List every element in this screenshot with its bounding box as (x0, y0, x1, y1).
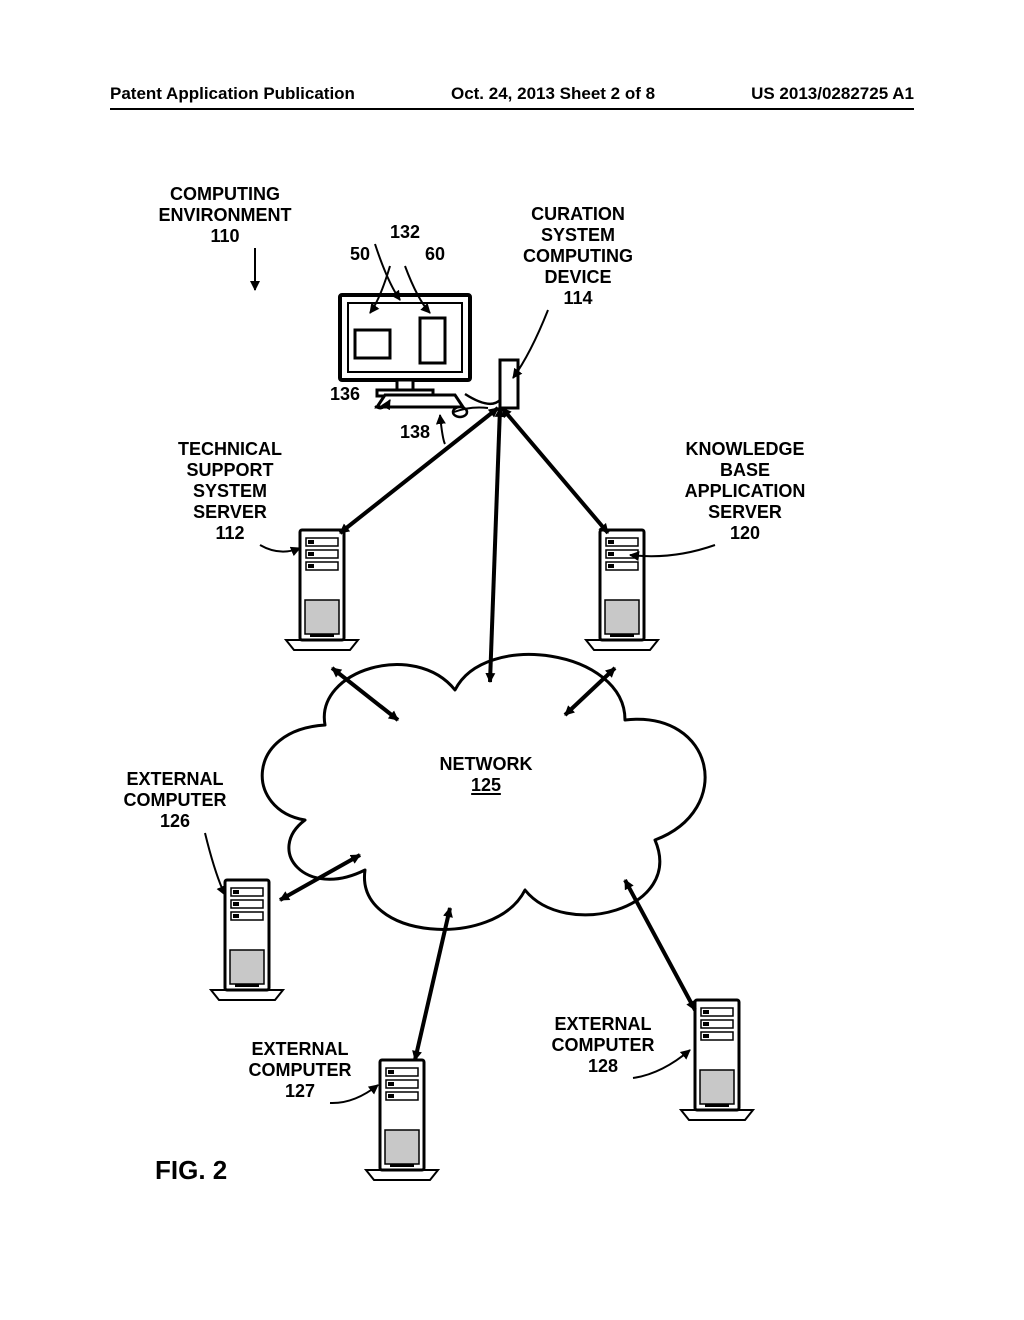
label-ref_138: 138 (400, 415, 445, 444)
label-computing_env: COMPUTINGENVIRONMENT110 (158, 184, 291, 290)
svg-text:SYSTEM: SYSTEM (193, 481, 267, 501)
server-s127 (366, 1060, 438, 1180)
svg-text:SYSTEM: SYSTEM (541, 225, 615, 245)
label-curation_device: CURATIONSYSTEMCOMPUTINGDEVICE114 (513, 204, 633, 378)
svg-text:EXTERNAL: EXTERNAL (554, 1014, 651, 1034)
svg-text:114: 114 (563, 288, 592, 308)
svg-text:SUPPORT: SUPPORT (186, 460, 273, 480)
label-knowledge: KNOWLEDGEBASEAPPLICATIONSERVER120 (630, 439, 805, 556)
svg-text:DEVICE: DEVICE (544, 267, 611, 287)
connection-6 (415, 908, 450, 1060)
svg-text:112: 112 (215, 523, 244, 543)
connection-1 (502, 408, 608, 533)
figure-label: FIG. 2 (155, 1155, 227, 1186)
page: Patent Application Publication Oct. 24, … (0, 0, 1024, 1320)
server-s126 (211, 880, 283, 1000)
server-s120 (586, 530, 658, 650)
svg-text:COMPUTER: COMPUTER (249, 1060, 352, 1080)
svg-text:NETWORK: NETWORK (440, 754, 533, 774)
svg-text:125: 125 (471, 775, 501, 795)
svg-text:110: 110 (210, 226, 239, 246)
svg-text:KNOWLEDGE: KNOWLEDGE (686, 439, 805, 459)
svg-text:120: 120 (730, 523, 760, 543)
svg-text:BASE: BASE (720, 460, 770, 480)
svg-text:132: 132 (390, 222, 420, 242)
svg-text:COMPUTING: COMPUTING (170, 184, 280, 204)
connection-2 (490, 408, 500, 682)
svg-text:APPLICATION: APPLICATION (685, 481, 806, 501)
diagram-svg: COMPUTINGENVIRONMENT110CURATIONSYSTEMCOM… (0, 0, 1024, 1320)
svg-text:TECHNICAL: TECHNICAL (178, 439, 282, 459)
svg-text:EXTERNAL: EXTERNAL (251, 1039, 348, 1059)
svg-text:SERVER: SERVER (193, 502, 267, 522)
label-ext126: EXTERNALCOMPUTER126 (124, 769, 227, 895)
svg-text:128: 128 (588, 1056, 618, 1076)
label-ext127: EXTERNALCOMPUTER127 (249, 1039, 379, 1103)
svg-text:EXTERNAL: EXTERNAL (126, 769, 223, 789)
svg-text:COMPUTER: COMPUTER (552, 1035, 655, 1055)
svg-text:CURATION: CURATION (531, 204, 625, 224)
svg-text:SERVER: SERVER (708, 502, 782, 522)
svg-text:50: 50 (350, 244, 370, 264)
svg-text:136: 136 (330, 384, 360, 404)
svg-text:60: 60 (425, 244, 445, 264)
server-s128 (681, 1000, 753, 1120)
svg-text:COMPUTING: COMPUTING (523, 246, 633, 266)
label-ext128: EXTERNALCOMPUTER128 (552, 1014, 691, 1078)
svg-text:ENVIRONMENT: ENVIRONMENT (158, 205, 291, 225)
svg-text:138: 138 (400, 422, 430, 442)
label-tech_support: TECHNICALSUPPORTSYSTEMSERVER112 (178, 439, 300, 552)
svg-text:126: 126 (160, 811, 190, 831)
svg-text:COMPUTER: COMPUTER (124, 790, 227, 810)
connection-7 (625, 880, 695, 1010)
server-s112 (286, 530, 358, 650)
svg-text:127: 127 (285, 1081, 315, 1101)
